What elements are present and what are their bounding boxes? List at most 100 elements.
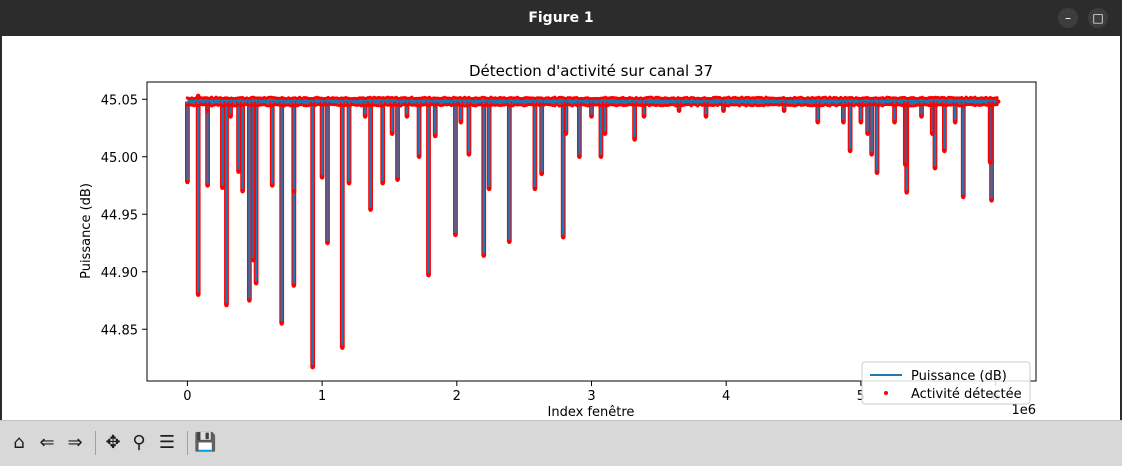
activity-point — [291, 189, 297, 194]
forward-arrow-icon[interactable]: ⇒ — [67, 432, 83, 453]
legend: Puissance (dB) Activité détectée — [861, 361, 1031, 405]
activity-point — [602, 131, 608, 136]
activity-point — [253, 281, 259, 286]
configure-subplots-icon[interactable]: ☰ — [158, 432, 176, 453]
activity-point — [185, 179, 190, 185]
activity-point — [481, 253, 486, 258]
activity-point — [340, 345, 345, 350]
activity-point — [589, 114, 594, 119]
activity-point — [952, 120, 958, 125]
activity-point — [995, 96, 999, 100]
activity-point — [539, 171, 544, 177]
activity-point — [608, 103, 612, 107]
activity-point — [310, 365, 315, 370]
activity-point — [453, 232, 458, 238]
activity-point — [363, 114, 368, 119]
activity-point — [325, 240, 330, 246]
matplotlib-toolbar: ⌂ ⇐ ⇒ ✥ ⚲ ☰ 💾 — [0, 420, 1122, 466]
activity-point — [751, 96, 755, 100]
activity-point — [773, 103, 777, 107]
activity-point — [251, 258, 256, 263]
activity-point — [532, 186, 538, 192]
y-tick-label: 44.95 — [101, 208, 138, 223]
activity-point — [205, 108, 210, 113]
activity-point — [395, 177, 400, 182]
activity-point — [966, 102, 971, 107]
activity-point — [676, 108, 682, 113]
activity-point — [755, 103, 759, 108]
legend-label-activity: Activité détectée — [911, 387, 1022, 402]
activity-point — [942, 148, 947, 154]
activity-point — [919, 114, 924, 119]
activity-point — [869, 152, 874, 157]
activity-point — [348, 96, 352, 101]
activity-point — [892, 120, 897, 125]
activity-point — [220, 185, 225, 190]
activity-point — [566, 96, 570, 100]
activity-point — [247, 298, 252, 303]
x-tick-label: 3 — [587, 389, 595, 404]
activity-point — [930, 131, 935, 136]
save-icon[interactable]: 💾 — [194, 432, 217, 453]
y-tick-label: 45.00 — [101, 151, 138, 166]
activity-point — [433, 133, 438, 139]
activity-point — [389, 131, 395, 136]
activity-point — [658, 104, 663, 108]
activity-point — [557, 95, 561, 100]
activity-point — [641, 114, 647, 119]
legend-box — [861, 361, 1031, 405]
activity-point — [858, 120, 864, 125]
activity-point — [279, 321, 284, 326]
activity-point — [847, 148, 853, 154]
activity-point — [703, 114, 709, 119]
activity-point — [995, 103, 999, 107]
activity-point — [228, 114, 233, 119]
maximize-button[interactable]: □ — [1088, 8, 1108, 28]
back-arrow-icon[interactable]: ⇐ — [39, 432, 55, 453]
activity-point — [486, 186, 492, 192]
activity-point — [319, 175, 325, 180]
activity-point — [291, 283, 297, 288]
activity-point — [678, 96, 682, 100]
activity-point — [256, 96, 260, 100]
toolbar-separator — [187, 431, 188, 455]
window-title: Figure 1 — [528, 10, 594, 26]
y-tick-label: 44.85 — [101, 323, 138, 338]
activity-point — [865, 131, 870, 136]
activity-point — [577, 154, 582, 159]
activity-point — [588, 96, 592, 101]
activity-point — [841, 120, 846, 125]
activity-point — [195, 292, 201, 297]
x-tick-label: 0 — [183, 389, 191, 404]
activity-point — [632, 137, 637, 142]
activity-point — [563, 131, 569, 136]
activity-point — [426, 273, 431, 278]
activity-point — [721, 108, 726, 113]
activity-point — [904, 190, 909, 195]
activity-point — [195, 93, 201, 98]
activity-point — [240, 189, 245, 194]
activity-point — [401, 103, 405, 107]
x-axis-label: Index fenêtre — [548, 405, 635, 420]
x-tick-label: 5 — [857, 389, 865, 404]
activity-point — [916, 103, 920, 107]
activity-point — [595, 96, 599, 101]
zoom-icon[interactable]: ⚲ — [132, 432, 146, 453]
minimize-button[interactable]: – — [1058, 8, 1078, 28]
activity-point — [781, 108, 787, 113]
y-axis-label: Puissance (dB) — [79, 183, 94, 279]
activity-point — [270, 183, 275, 188]
chart-title: Détection d'activité sur canal 37 — [469, 62, 713, 80]
x-tick-label: 2 — [453, 389, 461, 404]
home-icon[interactable]: ⌂ — [13, 432, 25, 453]
activity-point — [359, 96, 363, 100]
activity-point — [236, 169, 241, 174]
activity-point — [346, 181, 352, 186]
window-titlebar: Figure 1 – □ — [0, 0, 1122, 36]
y-tick-label: 44.90 — [101, 266, 138, 281]
activity-point — [507, 239, 512, 245]
activity-point — [874, 170, 880, 176]
pan-icon[interactable]: ✥ — [105, 432, 121, 453]
activity-point — [205, 183, 210, 188]
x-tick-label: 1 — [318, 389, 326, 404]
